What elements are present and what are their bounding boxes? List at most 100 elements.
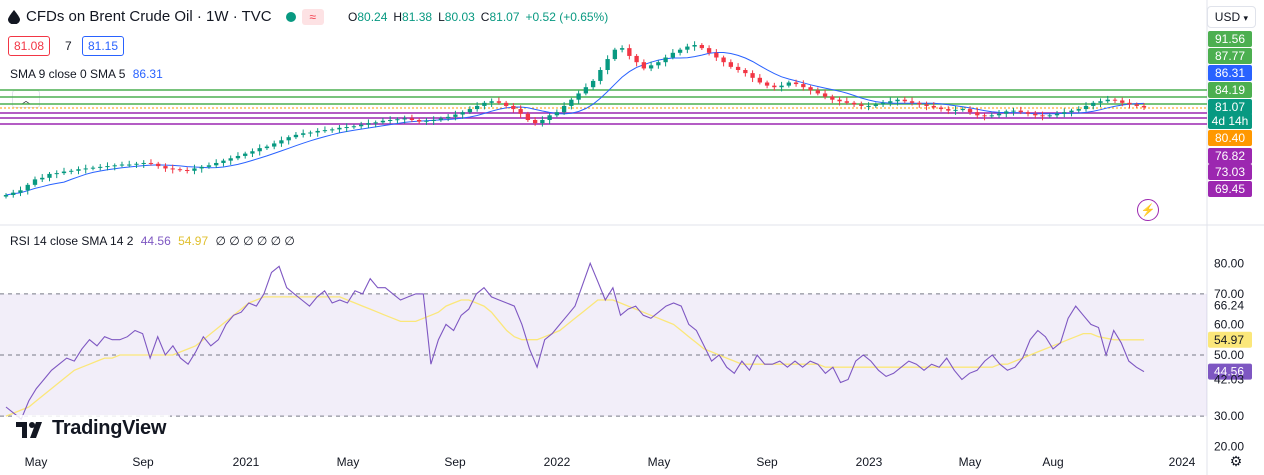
rsi-axis-tick: 54.97 — [1214, 333, 1244, 347]
lightning-icon[interactable]: ⚡ — [1137, 199, 1159, 221]
ask-price-box[interactable]: 81.15 — [82, 36, 125, 56]
candle-body — [83, 168, 88, 170]
candle-body — [25, 184, 30, 191]
candle-body — [866, 105, 871, 107]
candle-body — [359, 124, 364, 127]
candle-body — [192, 168, 197, 171]
candle-body — [786, 82, 791, 86]
price-axis-label: 91.56 — [1208, 31, 1252, 47]
candle-body — [482, 102, 487, 106]
candle-body — [503, 102, 509, 106]
chart-title[interactable]: CFDs on Brent Crude Oil · 1W · TVC ≈ — [8, 8, 324, 25]
candle-body — [344, 127, 349, 129]
candle-body — [221, 160, 226, 163]
candle-body — [337, 127, 342, 130]
candle-body — [489, 101, 494, 103]
price-axis-label: 73.03 — [1208, 164, 1252, 180]
chevron-down-icon: ▾ — [1243, 13, 1248, 23]
time-axis-tick: Aug — [1042, 455, 1063, 469]
candle-body — [402, 118, 407, 120]
sma-legend-value: 86.31 — [132, 67, 163, 81]
candle-body — [793, 82, 799, 85]
candle-body — [1134, 104, 1139, 106]
candle-body — [1047, 115, 1052, 117]
candle-body — [250, 151, 255, 154]
candle-body — [1054, 113, 1060, 116]
rsi-axis-tick: 44.56 — [1214, 365, 1244, 379]
price-axis-label: 86.31 — [1208, 65, 1252, 81]
candle-body — [569, 99, 574, 106]
candle-body — [1018, 110, 1023, 113]
candle-body — [735, 66, 741, 70]
candle-body — [1083, 105, 1089, 110]
ohlc-change: +0.52 (+0.65%) — [525, 10, 609, 24]
market-status-dot — [285, 11, 296, 22]
currency-select[interactable]: USD ▾ — [1206, 6, 1256, 28]
candle-body — [351, 126, 357, 128]
candle-body — [692, 45, 697, 47]
candle-body — [257, 148, 262, 152]
candle-body — [561, 105, 567, 113]
symbol-title: CFDs on Brent Crude Oil · 1W · TVC — [26, 8, 272, 25]
candle-body — [438, 118, 444, 120]
candle-body — [54, 173, 59, 175]
time-axis-tick: 2023 — [856, 455, 883, 469]
candle-body — [264, 146, 270, 149]
candle-body — [322, 130, 328, 132]
ohlc-c-key: C — [480, 10, 490, 24]
candle-body — [199, 166, 204, 169]
gear-icon[interactable]: ⚙ — [1229, 453, 1243, 469]
time-axis-tick: May — [337, 455, 360, 469]
candle-body — [431, 120, 436, 121]
candle-body — [583, 87, 589, 94]
candle-body — [511, 105, 516, 110]
candle-body — [801, 84, 806, 88]
candle-body — [815, 90, 820, 94]
sma-legend[interactable]: SMA 9 close 0 SMA 5 86.31 — [10, 67, 163, 81]
candle-body — [772, 85, 777, 88]
candle-body — [315, 130, 320, 133]
price-axis-label: 80.40 — [1208, 130, 1252, 146]
candle-body — [388, 120, 393, 121]
candle-body — [757, 77, 762, 83]
candle-body — [453, 114, 458, 117]
candle-body — [598, 70, 603, 81]
candle-body — [808, 87, 813, 91]
candle-body — [663, 57, 668, 63]
candle-body — [888, 101, 893, 103]
candle-body — [764, 82, 770, 86]
candle-body — [641, 62, 647, 69]
ohlc-l-key: L — [438, 10, 445, 24]
candle-body — [837, 99, 842, 102]
candle-body — [134, 163, 139, 165]
candle-body — [960, 109, 965, 111]
candle-body — [170, 168, 175, 170]
candle-body — [1033, 113, 1038, 116]
rsi-legend-value: 44.56 — [140, 234, 171, 248]
rsi-sma-line — [5, 296, 1144, 417]
candle-body — [518, 109, 523, 114]
compare-icon[interactable]: ≈ — [301, 8, 324, 25]
candle-body — [105, 166, 110, 168]
candle-body — [895, 99, 900, 102]
tv-logo-icon — [16, 421, 42, 438]
rsi-legend[interactable]: RSI 14 close SMA 14 2 44.56 54.97 ∅ ∅ ∅ … — [10, 234, 295, 248]
candle-body — [279, 140, 284, 144]
tradingview-logo[interactable]: TradingView — [12, 415, 171, 442]
candle-body — [1120, 100, 1125, 103]
sma-legend-label: SMA 9 close 0 SMA 5 — [10, 67, 126, 81]
candle-body — [32, 179, 38, 185]
candle-body — [61, 171, 67, 174]
candle-body — [938, 107, 944, 110]
price-axis-label: 4d 14h — [1208, 113, 1252, 129]
bid-price-box[interactable]: 81.08 — [8, 36, 51, 56]
candle-body — [243, 153, 248, 156]
rsi-axis-tick: 70.00 — [1214, 287, 1244, 301]
candle-body — [90, 167, 96, 169]
candle-body — [185, 170, 190, 171]
candle-body — [677, 49, 683, 53]
price-axis-label: 81.07 — [1208, 99, 1252, 115]
candle-body — [1062, 112, 1067, 114]
candle-body — [1076, 109, 1081, 111]
